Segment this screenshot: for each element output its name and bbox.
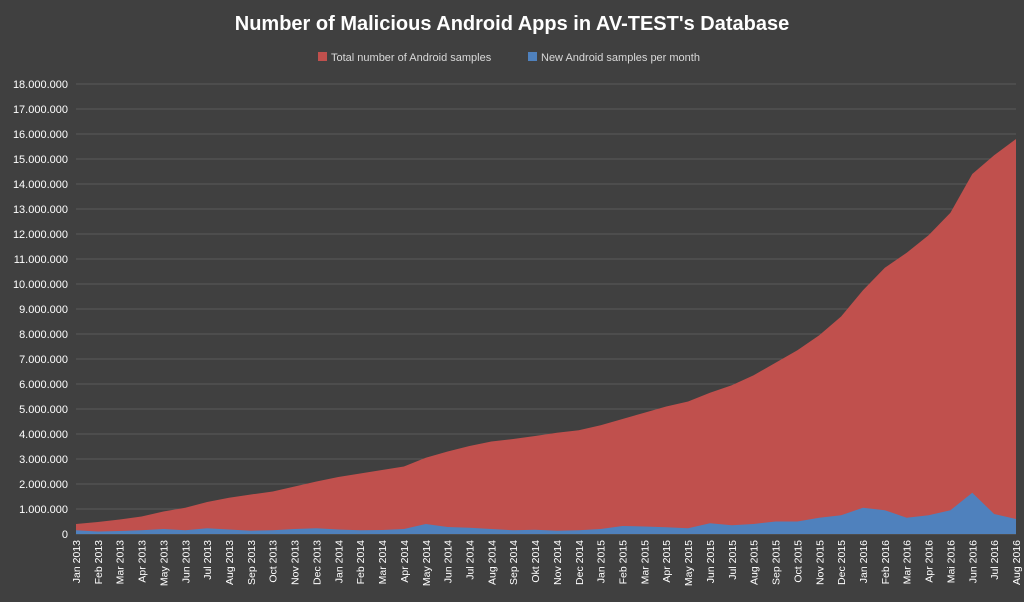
y-tick-label: 12.000.000: [13, 229, 68, 241]
x-tick-label: Jun 2015: [705, 540, 717, 583]
y-tick-label: 15.000.000: [13, 154, 68, 166]
y-tick-label: 8.000.000: [19, 329, 68, 341]
y-axis: 0 1.000.000 2.000.000 3.000.000 4.000.000 5.0…: [13, 79, 68, 541]
x-tick-label: Mar 2014: [377, 540, 389, 585]
y-tick-label: 7.000.000: [19, 354, 68, 366]
series-area-0: [76, 139, 1016, 534]
x-tick-label: Jan 2014: [333, 540, 345, 583]
x-tick-label: Jul 2015: [727, 540, 739, 580]
y-tick-label: 4.000.000: [19, 429, 68, 441]
y-tick-label: 3.000.000: [19, 454, 68, 466]
x-tick-label: Jun 2013: [180, 540, 192, 583]
series-areas: [76, 139, 1016, 534]
x-tick-label: Nov 2015: [814, 540, 826, 585]
x-tick-label: Jan 2013: [71, 540, 83, 583]
x-tick-label: Dec 2015: [836, 540, 848, 585]
x-tick-label: Aug 2013: [224, 540, 236, 585]
grid-lines: [76, 83, 1016, 535]
x-tick-label: May 2015: [683, 540, 695, 586]
x-tick-label: Sep 2013: [246, 540, 258, 585]
y-tick-label: 6.000.000: [19, 379, 68, 391]
legend-label: Total number of Android samples: [331, 52, 492, 64]
x-tick-label: Mai 2016: [945, 540, 957, 583]
y-tick-label: 1.000.000: [19, 504, 68, 516]
x-tick-label: Mar 2013: [115, 540, 127, 585]
x-tick-label: Sep 2015: [771, 540, 783, 585]
x-tick-label: Jun 2014: [443, 540, 455, 583]
x-tick-label: Okt 2014: [530, 540, 542, 583]
y-tick-label: 18.000.000: [13, 79, 68, 91]
y-tick-label: 16.000.000: [13, 129, 68, 141]
x-tick-label: Aug 2016: [1011, 540, 1023, 585]
legend-swatch: [528, 52, 537, 61]
legend: Total number of Android samples New Andro…: [318, 52, 700, 64]
x-tick-label: Dec 2014: [574, 540, 586, 585]
x-tick-label: May 2014: [421, 540, 433, 586]
y-tick-label: 17.000.000: [13, 104, 68, 116]
x-tick-label: Apr 2013: [137, 540, 149, 583]
x-tick-label: Jan 2016: [858, 540, 870, 583]
x-tick-label: Jun 2016: [967, 540, 979, 583]
x-tick-label: Feb 2014: [355, 540, 367, 585]
y-tick-label: 0: [62, 529, 68, 541]
x-tick-label: Jul 2013: [202, 540, 214, 580]
x-axis: Jan 2013 Feb 2013 Mar 2013 Apr 2013 May 2013…: [71, 540, 1023, 586]
legend-item: New Android samples per month: [528, 52, 700, 64]
x-tick-label: Jan 2015: [596, 540, 608, 583]
y-tick-label: 10.000.000: [13, 279, 68, 291]
y-tick-label: 11.000.000: [14, 254, 68, 266]
x-tick-label: Aug 2014: [486, 540, 498, 585]
x-tick-label: Jul 2016: [989, 540, 1001, 580]
x-tick-label: Jul 2014: [464, 540, 476, 580]
y-tick-label: 14.000.000: [13, 179, 68, 191]
x-tick-label: Sep 2014: [508, 540, 520, 585]
x-tick-label: Nov 2013: [290, 540, 302, 585]
x-tick-label: Apr 2015: [661, 540, 673, 583]
legend-swatch: [318, 52, 327, 61]
x-tick-label: Mar 2015: [639, 540, 651, 585]
x-tick-label: Oct 2015: [792, 540, 804, 583]
x-tick-label: Nov 2014: [552, 540, 564, 585]
x-tick-label: Apr 2014: [399, 540, 411, 583]
y-tick-label: 9.000.000: [19, 304, 68, 316]
x-tick-label: Feb 2016: [880, 540, 892, 585]
legend-label: New Android samples per month: [541, 52, 700, 64]
y-tick-label: 5.000.000: [19, 404, 68, 416]
x-tick-label: Feb 2015: [618, 540, 630, 585]
x-tick-label: Mar 2016: [902, 540, 914, 585]
chart-title: Number of Malicious Android Apps in AV-T…: [235, 13, 789, 35]
x-tick-label: Dec 2013: [311, 540, 323, 585]
y-tick-label: 13.000.000: [13, 204, 68, 216]
series-area-1: [76, 492, 1016, 534]
x-tick-label: Apr 2016: [924, 540, 936, 583]
legend-item: Total number of Android samples: [318, 52, 492, 64]
x-tick-label: Aug 2015: [749, 540, 761, 585]
x-tick-label: Oct 2013: [268, 540, 280, 583]
x-tick-label: May 2013: [158, 540, 170, 586]
x-tick-label: Feb 2013: [93, 540, 105, 585]
y-tick-label: 2.000.000: [19, 479, 68, 491]
